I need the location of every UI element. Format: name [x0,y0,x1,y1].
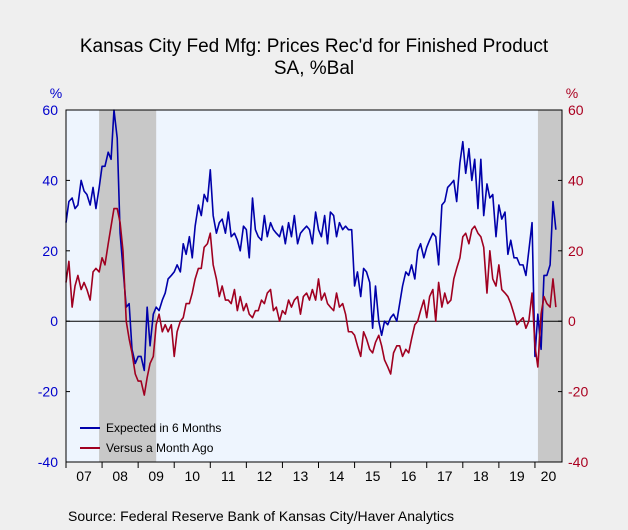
right-tick-label: 40 [568,172,584,188]
x-tick-label: 17 [437,468,453,484]
right-tick-label: 20 [568,243,584,259]
x-tick-label: 15 [365,468,381,484]
legend: Expected in 6 Months Versus a Month Ago [80,421,221,455]
right-tick-label: 60 [568,102,584,118]
x-tick-label: 10 [184,468,200,484]
chart-subtitle: SA, %Bal [274,58,354,79]
x-tick-label: 08 [112,468,128,484]
right-axis-unit: % [566,85,578,101]
x-tick-label: 19 [509,468,525,484]
left-tick-label: 60 [42,102,58,118]
right-tick-label: -20 [568,384,588,400]
left-axis-unit: % [50,85,62,101]
source-note: Source: Federal Reserve Bank of Kansas C… [68,508,454,524]
series-line-expected [65,109,557,372]
x-tick-label: 14 [329,468,345,484]
left-axis: -40 -20 0 20 40 60 [38,102,70,470]
x-tick-label: 09 [148,468,164,484]
right-tick-label: 0 [568,313,576,329]
x-tick-label: 11 [221,468,236,484]
series-line-month-ago [65,207,557,396]
x-tick-label: 20 [541,468,557,484]
left-tick-label: -40 [38,454,58,470]
right-axis: -40 -20 0 20 40 60 [558,102,588,470]
left-tick-label: -20 [38,384,58,400]
plot-frame [65,109,563,463]
x-tick-label: 12 [257,468,273,484]
legend-label-month-ago: Versus a Month Ago [106,441,214,455]
recession-band-1 [537,110,562,462]
recession-band-0 [99,110,157,462]
chart-title: Kansas City Fed Mfg: Prices Rec'd for Fi… [80,36,549,57]
x-tick-label: 13 [293,468,309,484]
x-axis: 07 08 09 10 11 12 13 14 15 16 17 18 19 20 [65,462,557,484]
left-tick-label: 0 [50,313,58,329]
x-tick-label: 16 [401,468,417,484]
x-tick-label: 18 [473,468,489,484]
x-tick-label: 07 [76,468,92,484]
left-tick-label: 20 [42,243,58,259]
right-tick-label: -40 [568,454,588,470]
recession-bands [99,110,562,462]
series-layer [65,109,557,396]
legend-label-expected: Expected in 6 Months [106,421,221,435]
left-tick-label: 40 [42,172,58,188]
